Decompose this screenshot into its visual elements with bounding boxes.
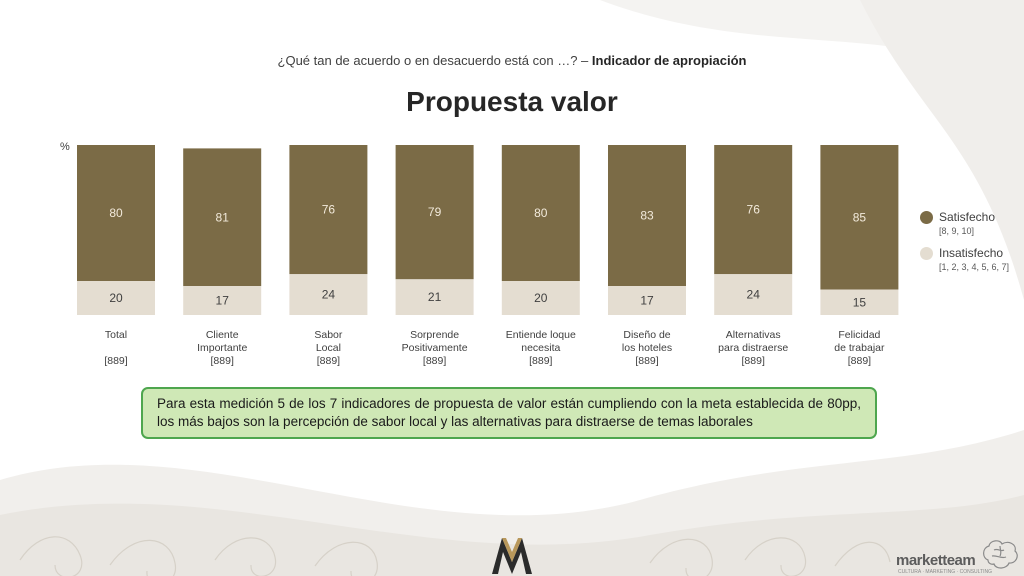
category-label: Total <box>105 329 127 341</box>
category-label: de trabajar <box>834 342 885 354</box>
data-label-satisfecho: 76 <box>322 203 336 217</box>
category-label: Diseño de <box>623 329 670 341</box>
brand-logo-text: marketteam <box>896 552 976 569</box>
category-label: Cliente <box>206 329 239 341</box>
data-label-satisfecho: 81 <box>216 210 230 224</box>
legend-swatch-insatisfecho <box>920 247 933 260</box>
bar-insatisfecho <box>501 281 580 315</box>
bar-satisfecho <box>289 145 368 275</box>
category-label: [889] <box>742 355 765 367</box>
category-label: Importante <box>197 342 247 354</box>
bar-insatisfecho <box>77 281 155 315</box>
y-axis-label: % <box>60 141 70 153</box>
bar-satisfecho <box>714 145 793 275</box>
bar-group: 80 20 Total [889] <box>77 145 155 367</box>
legend-swatch-satisfecho <box>920 211 933 224</box>
category-label: [889] <box>317 355 340 367</box>
bar-insatisfecho <box>608 286 686 315</box>
category-label: Positivamente <box>402 342 468 354</box>
data-label-satisfecho: 79 <box>428 205 442 219</box>
data-label-satisfecho: 76 <box>747 203 761 217</box>
category-label: Entiende loque <box>506 329 576 341</box>
bar-insatisfecho <box>289 274 368 315</box>
subtitle-prefix: ¿Qué tan de acuerdo o en desacuerdo está… <box>277 53 592 68</box>
category-label: para distraerse <box>718 342 788 354</box>
bar-satisfecho <box>395 145 474 280</box>
subtitle-bold: Indicador de apropiación <box>591 53 747 68</box>
category-label: Alternativas <box>726 329 781 341</box>
data-label-insatisfecho: 21 <box>428 290 442 304</box>
category-label: [889] <box>635 355 658 367</box>
legend-sub-satisfecho: [8, 9, 10] <box>939 226 975 236</box>
bar-satisfecho <box>608 145 686 287</box>
bar-satisfecho <box>183 148 262 287</box>
category-label: [889] <box>848 355 871 367</box>
category-label: [889] <box>211 355 234 367</box>
category-label: Sabor <box>314 329 343 341</box>
category-label: Local <box>316 342 341 354</box>
brand-tagline: CULTURA · MARKETING · CONSULTING <box>898 569 992 575</box>
data-label-insatisfecho: 24 <box>747 288 761 302</box>
category-label: los hoteles <box>622 342 672 354</box>
bar-insatisfecho <box>183 286 262 315</box>
category-label: Felicidad <box>838 329 880 341</box>
data-label-insatisfecho: 20 <box>109 291 123 305</box>
data-label-satisfecho: 85 <box>853 210 867 224</box>
data-label-insatisfecho: 20 <box>534 291 548 305</box>
bar-insatisfecho <box>395 279 474 315</box>
bar-satisfecho <box>820 145 899 290</box>
conclusion-note: Para esta medición 5 de los 7 indicadore… <box>141 387 877 439</box>
bar-insatisfecho <box>820 289 899 315</box>
bar-insatisfecho <box>714 274 793 315</box>
chart-subtitle: ¿Qué tan de acuerdo o en desacuerdo está… <box>0 53 1024 68</box>
data-label-insatisfecho: 15 <box>853 295 867 309</box>
data-label-insatisfecho: 17 <box>216 294 230 308</box>
category-label: [889] <box>423 355 446 367</box>
legend-sub-insatisfecho: [1, 2, 3, 4, 5, 6, 7] <box>939 262 1010 272</box>
category-label: [889] <box>529 355 552 367</box>
data-label-insatisfecho: 24 <box>322 288 336 302</box>
page-title: Propuesta valor <box>406 86 618 117</box>
data-label-satisfecho: 83 <box>640 209 654 223</box>
brain-icon <box>983 540 1018 569</box>
category-label: Sorprende <box>410 329 459 341</box>
mm-logo-icon <box>492 538 532 574</box>
data-label-insatisfecho: 17 <box>640 294 654 308</box>
legend-label-satisfecho: Satisfecho <box>939 210 996 224</box>
legend-label-insatisfecho: Insatisfecho <box>939 246 1004 260</box>
category-label: necesita <box>521 342 560 354</box>
bar-satisfecho <box>77 145 155 281</box>
stacked-bar-chart: 8020Total[889]8117ClienteImportante[889]… <box>77 145 899 367</box>
category-label: [889] <box>104 355 127 367</box>
bar-satisfecho <box>501 145 580 281</box>
data-label-satisfecho: 80 <box>534 206 548 220</box>
data-label-satisfecho: 80 <box>109 206 123 220</box>
